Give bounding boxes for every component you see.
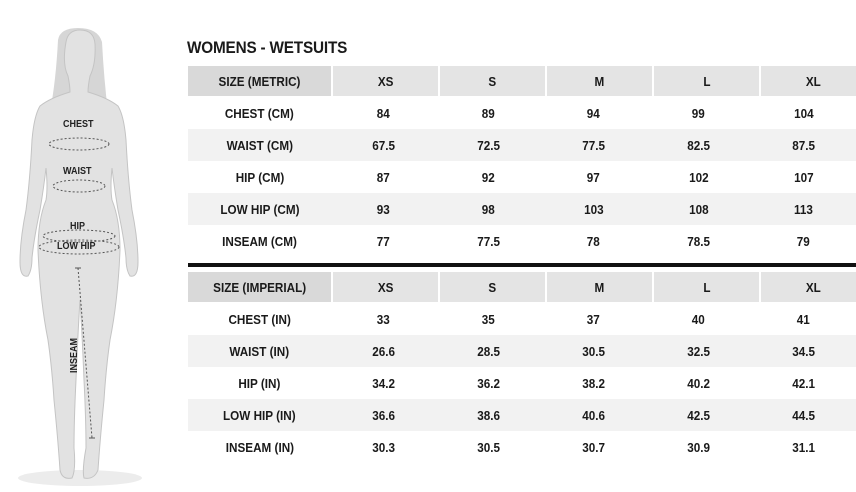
section-divider <box>188 263 856 267</box>
inseam-label: INSEAM <box>68 337 80 374</box>
table-cell: 108 <box>688 201 709 217</box>
table-cell: 107 <box>793 169 814 185</box>
table-row: WAIST (CM) 67.5 72.5 77.5 82.5 87.5 <box>188 129 856 161</box>
hip-label: HIP <box>70 221 86 232</box>
table-row: HIP (IN) 34.2 36.2 38.2 40.2 42.1 <box>188 367 856 399</box>
table-cell: 84 <box>376 105 391 121</box>
table-cell: 89 <box>481 105 496 121</box>
table-cell: 37 <box>586 311 601 327</box>
row-label: HIP (IN) <box>238 375 281 391</box>
table-row: INSEAM (IN) 30.3 30.5 30.7 30.9 31.1 <box>188 431 856 463</box>
table-row: WAIST (IN) 26.6 28.5 30.5 32.5 34.5 <box>188 335 856 367</box>
table-cell: 98 <box>481 201 496 217</box>
table-cell: 40 <box>691 311 706 327</box>
table-cell: 35 <box>481 311 496 327</box>
table-cell: 42.5 <box>687 407 710 423</box>
header-cell: XL <box>761 66 856 96</box>
table-cell: 30.9 <box>687 439 710 455</box>
table-cell: 36.2 <box>477 375 500 391</box>
table-cell: 30.5 <box>477 439 500 455</box>
row-label: INSEAM (CM) <box>222 233 297 249</box>
row-label: WAIST (IN) <box>229 343 290 359</box>
header-cell: M <box>547 272 652 302</box>
table-cell: 38.6 <box>477 407 500 423</box>
table-cell: 67.5 <box>372 137 395 153</box>
header-cell: SIZE (METRIC) <box>188 66 331 96</box>
table-cell: 102 <box>688 169 709 185</box>
table-cell: 87 <box>376 169 391 185</box>
row-label: CHEST (IN) <box>228 311 291 327</box>
table-cell: 72.5 <box>477 137 500 153</box>
table-cell: 31.1 <box>792 439 815 455</box>
table-cell: 103 <box>583 201 604 217</box>
table-cell: 113 <box>794 201 813 217</box>
table-row: LOW HIP (CM) 93 98 103 108 113 <box>188 193 856 225</box>
table-row: CHEST (IN) 33 35 37 40 41 <box>188 303 856 335</box>
header-cell: M <box>547 66 652 96</box>
table-cell: 40.6 <box>582 407 605 423</box>
table-cell: 78.5 <box>687 233 710 249</box>
low-hip-label: LOW HIP <box>57 241 96 252</box>
table-row: INSEAM (CM) 77 77.5 78 78.5 79 <box>188 225 856 257</box>
header-cell: S <box>440 66 545 96</box>
header-cell: XL <box>761 272 856 302</box>
table-cell: 30.3 <box>372 439 395 455</box>
table-cell: 93 <box>376 201 391 217</box>
row-label: LOW HIP (IN) <box>223 407 296 423</box>
table-cell: 42.1 <box>792 375 815 391</box>
table-cell: 32.5 <box>687 343 710 359</box>
table-cell: 28.5 <box>477 343 500 359</box>
table-cell: 30.5 <box>582 343 605 359</box>
table-cell: 94 <box>586 105 601 121</box>
table-cell: 77.5 <box>477 233 500 249</box>
metric-size-table: SIZE (METRIC) XS S M L XL CHEST (CM) 84 … <box>188 66 856 257</box>
table-cell: 40.2 <box>687 375 710 391</box>
table-cell: 82.5 <box>687 137 710 153</box>
table-cell: 79 <box>796 233 811 249</box>
table-cell: 33 <box>376 311 391 327</box>
table-cell: 26.6 <box>372 343 395 359</box>
table-header-row: SIZE (IMPERIAL) XS S M L XL <box>188 272 856 302</box>
table-row: LOW HIP (IN) 36.6 38.6 40.6 42.5 44.5 <box>188 399 856 431</box>
table-cell: 104 <box>793 105 814 121</box>
table-cell: 34.5 <box>792 343 815 359</box>
table-header-row: SIZE (METRIC) XS S M L XL <box>188 66 856 96</box>
table-cell: 44.5 <box>792 407 815 423</box>
table-cell: 38.2 <box>582 375 605 391</box>
imperial-size-table: SIZE (IMPERIAL) XS S M L XL CHEST (IN) 3… <box>188 272 856 463</box>
table-cell: 99 <box>691 105 706 121</box>
row-label: INSEAM (IN) <box>225 439 294 455</box>
header-cell: SIZE (IMPERIAL) <box>188 272 331 302</box>
table-cell: 87.5 <box>792 137 815 153</box>
header-cell: XS <box>333 272 438 302</box>
header-cell: XS <box>333 66 438 96</box>
waist-label: WAIST <box>63 166 92 177</box>
table-cell: 78 <box>586 233 601 249</box>
row-label: WAIST (CM) <box>226 137 293 153</box>
table-cell: 34.2 <box>372 375 395 391</box>
header-cell: S <box>440 272 545 302</box>
table-cell: 77.5 <box>582 137 605 153</box>
table-cell: 30.7 <box>582 439 605 455</box>
header-cell: L <box>654 272 759 302</box>
body-figure: CHEST WAIST HIP LOW HIP INSEAM <box>0 0 170 492</box>
row-label: HIP (CM) <box>235 169 284 185</box>
chest-label: CHEST <box>63 119 94 130</box>
table-cell: 77 <box>376 233 391 249</box>
table-cell: 92 <box>481 169 496 185</box>
table-row: CHEST (CM) 84 89 94 99 104 <box>188 97 856 129</box>
row-label: LOW HIP (CM) <box>219 201 300 217</box>
header-cell: L <box>654 66 759 96</box>
row-label: CHEST (CM) <box>225 105 294 121</box>
page-title: WOMENS - WETSUITS <box>187 38 348 57</box>
table-cell: 41 <box>796 311 811 327</box>
table-row: HIP (CM) 87 92 97 102 107 <box>188 161 856 193</box>
table-cell: 97 <box>586 169 601 185</box>
table-cell: 36.6 <box>372 407 395 423</box>
